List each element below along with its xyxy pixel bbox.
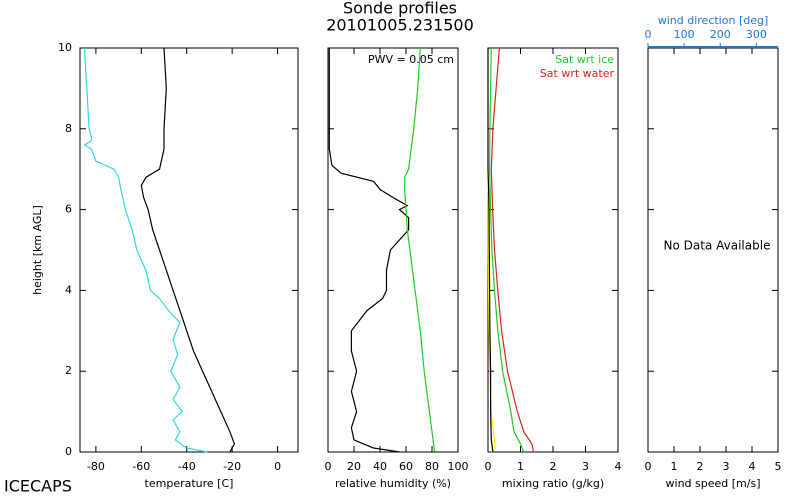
x-tick-label: 4 bbox=[749, 460, 756, 473]
x-tick-label: 40 bbox=[373, 460, 387, 473]
x-tick-label: 1 bbox=[671, 460, 678, 473]
profile-line bbox=[328, 48, 410, 453]
x-tick-label: -80 bbox=[87, 460, 105, 473]
x-tick-label: 80 bbox=[425, 460, 439, 473]
annotation: PWV = 0.05 cm bbox=[368, 53, 454, 66]
x-tick-label: 4 bbox=[615, 460, 622, 473]
profile-line bbox=[488, 47, 525, 453]
profile-line bbox=[487, 48, 494, 453]
footer: ICECAPS bbox=[4, 477, 72, 496]
x-tick-label: 0 bbox=[274, 460, 281, 473]
x-tick-label: 20 bbox=[347, 460, 361, 473]
chart-title: Sonde profiles bbox=[343, 0, 457, 18]
y-tick-label: 2 bbox=[65, 364, 72, 377]
profile-line bbox=[404, 47, 436, 453]
x-axis-label: wind speed [m/s] bbox=[666, 477, 761, 490]
y-axis-label: height [km AGL] bbox=[31, 205, 44, 295]
y-tick-label: 8 bbox=[65, 122, 72, 135]
x2-tick-label: 200 bbox=[710, 28, 731, 41]
annotation: No Data Available bbox=[664, 239, 771, 253]
x-tick-label: 2 bbox=[697, 460, 704, 473]
x-tick-label: -40 bbox=[178, 460, 196, 473]
x-tick-label: 5 bbox=[775, 460, 782, 473]
x-tick-label: 0 bbox=[325, 460, 332, 473]
x-tick-label: -20 bbox=[223, 460, 241, 473]
legend-entry: Sat wrt ice bbox=[555, 53, 614, 66]
y-tick-label: 6 bbox=[65, 203, 72, 216]
profile-line bbox=[140, 47, 236, 453]
x-tick-label: -60 bbox=[132, 460, 150, 473]
profile-line bbox=[83, 47, 208, 453]
y-tick-label: 0 bbox=[65, 445, 72, 458]
plot-frame bbox=[327, 47, 459, 453]
profile-line bbox=[490, 47, 535, 453]
x-tick-label: 3 bbox=[582, 460, 589, 473]
x-tick-label: 0 bbox=[645, 460, 652, 473]
x2-axis-label: wind direction [deg] bbox=[658, 14, 769, 27]
x-tick-label: 60 bbox=[399, 460, 413, 473]
plot-frame bbox=[487, 47, 619, 453]
x-tick-label: 100 bbox=[448, 460, 469, 473]
y-tick-label: 10 bbox=[58, 41, 72, 54]
x-tick-label: 3 bbox=[723, 460, 730, 473]
profile-line bbox=[487, 169, 496, 453]
x-tick-label: 2 bbox=[550, 460, 557, 473]
x-axis-label: mixing ratio (g/kg) bbox=[502, 477, 604, 490]
y-tick-label: 4 bbox=[65, 283, 72, 296]
x-tick-label: 0 bbox=[485, 460, 492, 473]
x2-tick-label: 300 bbox=[746, 28, 767, 41]
x-axis-label: temperature [C] bbox=[145, 477, 234, 490]
x-tick-label: 1 bbox=[517, 460, 524, 473]
plot-frame bbox=[79, 47, 299, 453]
x2-tick-label: 100 bbox=[674, 28, 695, 41]
legend-entry: Sat wrt water bbox=[540, 67, 615, 80]
x2-tick-label: 0 bbox=[645, 28, 652, 41]
chart-subtitle: 20101005.231500 bbox=[326, 16, 474, 35]
x-axis-label: relative humidity (%) bbox=[335, 477, 451, 490]
